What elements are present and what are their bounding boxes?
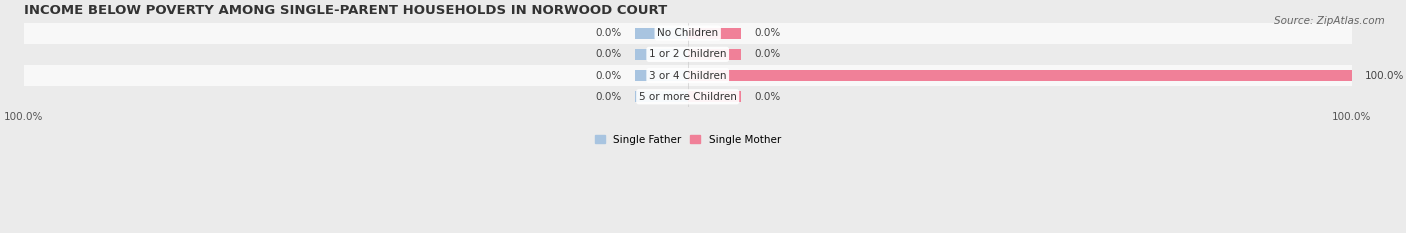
Bar <box>24 65 1351 86</box>
Text: 0.0%: 0.0% <box>595 92 621 102</box>
Legend: Single Father, Single Mother: Single Father, Single Mother <box>591 130 785 149</box>
Text: 5 or more Children: 5 or more Children <box>638 92 737 102</box>
Text: 0.0%: 0.0% <box>595 49 621 59</box>
Bar <box>634 70 688 81</box>
Text: 0.0%: 0.0% <box>754 49 780 59</box>
Text: Source: ZipAtlas.com: Source: ZipAtlas.com <box>1274 16 1385 26</box>
Text: 0.0%: 0.0% <box>754 92 780 102</box>
Bar <box>634 91 688 102</box>
Bar <box>24 23 1351 44</box>
Bar <box>688 49 741 60</box>
Text: 0.0%: 0.0% <box>595 28 621 38</box>
Text: 0.0%: 0.0% <box>754 28 780 38</box>
Bar <box>634 27 688 39</box>
Text: 0.0%: 0.0% <box>595 71 621 81</box>
Bar <box>634 49 688 60</box>
Bar <box>24 86 1351 107</box>
Bar <box>24 44 1351 65</box>
Bar <box>688 27 741 39</box>
Bar <box>688 70 1351 81</box>
Text: No Children: No Children <box>657 28 718 38</box>
Text: 1 or 2 Children: 1 or 2 Children <box>650 49 727 59</box>
Text: 100.0%: 100.0% <box>1365 71 1405 81</box>
Text: INCOME BELOW POVERTY AMONG SINGLE-PARENT HOUSEHOLDS IN NORWOOD COURT: INCOME BELOW POVERTY AMONG SINGLE-PARENT… <box>24 4 666 17</box>
Text: 3 or 4 Children: 3 or 4 Children <box>650 71 727 81</box>
Bar <box>688 91 741 102</box>
